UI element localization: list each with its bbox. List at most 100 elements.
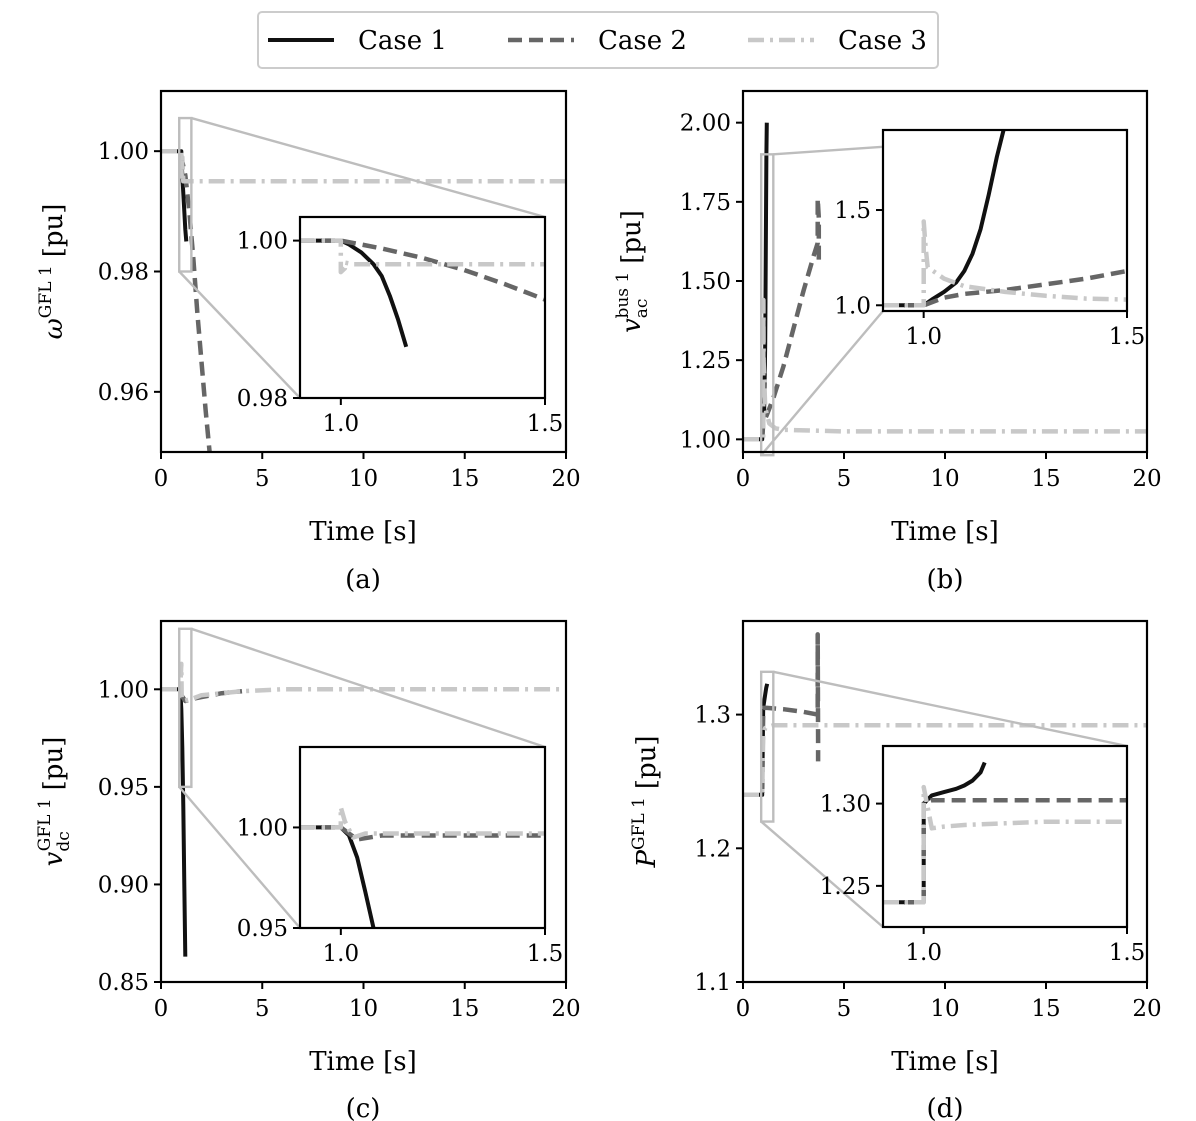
x-tick-label: 20 xyxy=(1132,996,1161,1022)
y-label-symbol: P xyxy=(632,850,662,869)
y-label-superscript: GFL 1 xyxy=(35,798,55,851)
y-tick-label: 1.2 xyxy=(694,836,731,862)
main-2-series-case-2 xyxy=(161,687,243,704)
y-tick-label: 1.00 xyxy=(680,427,731,453)
zoom-connector-bottom xyxy=(178,270,301,399)
y-tick-label: 0.85 xyxy=(98,970,149,996)
panel-caption: (d) xyxy=(927,1094,964,1121)
zoom-connector-bottom xyxy=(760,820,884,928)
x-tick-label: 20 xyxy=(551,466,580,492)
x-tick-label: 10 xyxy=(930,466,959,492)
x-tick-label: 5 xyxy=(255,466,270,492)
y-tick-label: 1.25 xyxy=(680,348,731,374)
inset-x-tick-label: 1.5 xyxy=(1109,940,1146,966)
x-axis-label: Time [s] xyxy=(309,1047,417,1077)
inset-axes-frame xyxy=(881,744,1129,929)
x-tick-label: 15 xyxy=(1031,466,1060,492)
x-tick-label: 15 xyxy=(450,996,479,1022)
panel-caption: (a) xyxy=(345,565,381,595)
x-tick-label: 0 xyxy=(154,466,169,492)
inset-y-tick-label: 1.30 xyxy=(820,792,871,818)
inset-axes-frame xyxy=(298,745,547,930)
y-axis-label: ωGFL 1 [pu] xyxy=(36,204,69,340)
main-3-series-case-2 xyxy=(743,632,821,798)
x-tick-label: 0 xyxy=(736,996,751,1022)
y-tick-label: 1.00 xyxy=(98,139,149,165)
inset-y-tick-label: 1.00 xyxy=(237,815,288,841)
x-tick-label: 10 xyxy=(349,996,378,1022)
x-tick-label: 0 xyxy=(154,996,169,1022)
y-axis-label: vacbus 1 [pu] xyxy=(613,210,652,333)
legend-label-2: Case 2 xyxy=(598,26,687,56)
y-tick-label: 0.96 xyxy=(98,380,149,406)
zoom-box xyxy=(178,116,193,273)
legend-entry-2: Case 2 xyxy=(508,26,687,56)
panel-caption: (c) xyxy=(346,1094,381,1121)
zoom-connector-top xyxy=(773,670,1128,748)
panel-a: 0 5 10 15 20 0.96 0.98 1.00 Time [s] (a) ωGFL 1 [pu… xyxy=(36,89,581,595)
main-1-series-case-3 xyxy=(743,297,1147,442)
y-tick-label: 0.90 xyxy=(98,872,149,898)
inset: 1.0 1.5 0.98 1.00 xyxy=(237,215,563,437)
inset-y-tick-label: 1.25 xyxy=(820,874,871,900)
inset-1-lines xyxy=(883,130,1127,308)
x-tick-label: 5 xyxy=(837,466,852,492)
main-2-series-case-1 xyxy=(161,687,188,957)
legend-frame xyxy=(257,11,939,69)
inset-x-tick-label: 1.0 xyxy=(323,941,360,967)
inset-axes-frame xyxy=(298,215,547,400)
y-label-symbol: ω xyxy=(39,318,69,339)
inset-y-tick-label: 1.0 xyxy=(834,293,871,319)
main-3-series-case-3 xyxy=(743,723,1147,798)
panel-d: 0 5 10 15 20 1.1 1.2 1.3 Time [s] (d) PGFL 1 [pu] 1.… xyxy=(629,619,1162,1121)
inset-0-series-case-2 xyxy=(300,238,545,302)
y-label-unit: [pu] xyxy=(39,204,69,258)
inset-x-tick-label: 1.0 xyxy=(905,324,942,350)
y-tick-label: 1.50 xyxy=(680,269,731,295)
inset-x-tick-label: 1.5 xyxy=(527,941,564,967)
inset-2-lines xyxy=(300,805,545,928)
inset-y-tick-label: 0.95 xyxy=(237,916,288,942)
y-label-subscript: ac xyxy=(632,299,652,319)
y-label-symbol: v xyxy=(39,851,69,866)
main-1-series-case-2 xyxy=(743,196,822,442)
y-label-unit: [pu] xyxy=(617,210,647,264)
inset-x-tick-label: 1.5 xyxy=(1109,324,1146,350)
zoom-connector-bottom xyxy=(760,310,884,456)
inset: 1.0 1.5 1.0 1.5 xyxy=(834,128,1146,350)
y-label-subscript: dc xyxy=(54,831,74,851)
zoom-box xyxy=(759,153,775,457)
inset-y-tick-label: 1.00 xyxy=(237,229,288,255)
y-tick-label: 1.75 xyxy=(680,190,731,216)
inset-1-series-case-2 xyxy=(883,268,1127,308)
inset-2-series-case-3 xyxy=(300,805,545,840)
x-axis-label: Time [s] xyxy=(891,517,999,547)
y-axis-label: PGFL 1 [pu] xyxy=(629,735,662,868)
y-label-symbol: v xyxy=(617,318,647,333)
inset-background xyxy=(883,746,1127,927)
inset-background xyxy=(300,217,545,398)
inset-3-lines xyxy=(883,761,1127,905)
inset-x-tick-label: 1.0 xyxy=(905,940,942,966)
x-tick-label: 0 xyxy=(736,466,751,492)
inset-axes-frame xyxy=(881,128,1129,313)
inset-1-series-case-3 xyxy=(883,219,1127,308)
inset: 1.0 1.5 0.95 1.00 xyxy=(237,745,564,967)
legend: Case 1 Case 2 Case 3 xyxy=(257,11,939,69)
main-1-lines xyxy=(743,122,1147,442)
inset-0-lines xyxy=(300,238,545,348)
x-axis-label: Time [s] xyxy=(891,1047,999,1077)
y-tick-label: 0.98 xyxy=(98,260,149,286)
x-tick-label: 5 xyxy=(255,996,270,1022)
inset-x-tick-label: 1.0 xyxy=(323,411,360,437)
zoom-box xyxy=(759,670,775,823)
legend-label-3: Case 3 xyxy=(838,26,927,56)
zoom-connector-bottom xyxy=(178,786,301,929)
zoom-connector-top xyxy=(190,627,546,749)
y-label-unit: [pu] xyxy=(632,735,662,789)
x-axis-label: Time [s] xyxy=(309,517,417,547)
panel-c: 0 5 10 15 20 0.85 0.90 0.95 1.00 Time [s] (c) vdcGF… xyxy=(35,619,581,1121)
y-tick-label: 1.00 xyxy=(98,677,149,703)
legend-entry-3: Case 3 xyxy=(748,26,927,56)
